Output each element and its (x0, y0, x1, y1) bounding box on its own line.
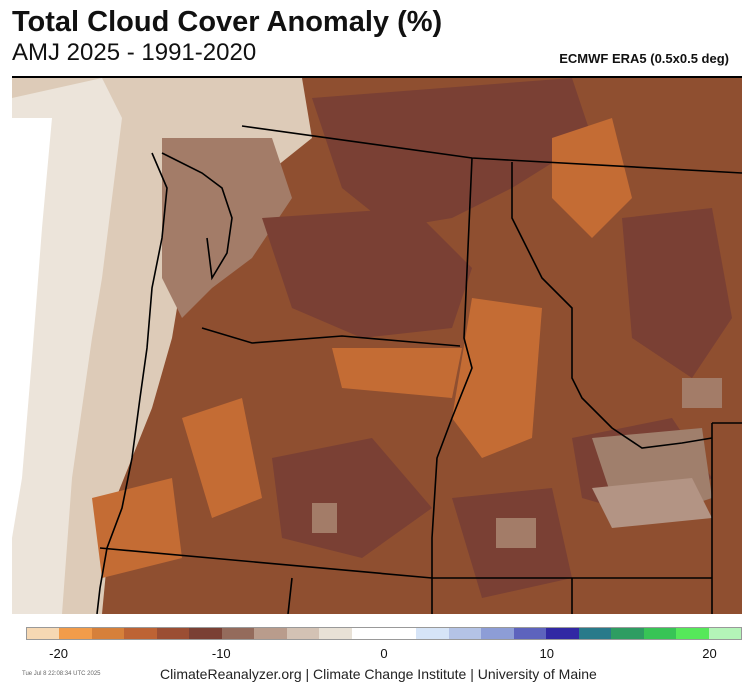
color-scale-tick-label: -20 (49, 646, 68, 661)
color-scale-segment (189, 628, 221, 639)
color-scale-segment (611, 628, 643, 639)
color-scale-segment (579, 628, 611, 639)
anomaly-map (12, 78, 742, 614)
color-scale-segment (384, 628, 416, 639)
color-scale-tick-label: 0 (380, 646, 387, 661)
color-scale-segment (449, 628, 481, 639)
color-scale-segment (287, 628, 319, 639)
color-scale-segment (352, 628, 384, 639)
color-scale-segment (222, 628, 254, 639)
color-scale-segment (676, 628, 708, 639)
color-scale-segment (319, 628, 351, 639)
chart-subtitle: AMJ 2025 - 1991-2020 (12, 39, 256, 67)
color-scale-segment (124, 628, 156, 639)
color-scale-tick-label: 10 (539, 646, 553, 661)
color-scale-segment (514, 628, 546, 639)
color-scale-segment (416, 628, 448, 639)
color-scale-segment (254, 628, 286, 639)
color-scale-tick-label: -10 (212, 646, 231, 661)
color-scale-segment (709, 628, 741, 639)
color-scale-segment (481, 628, 513, 639)
color-scale-segment (546, 628, 578, 639)
timestamp-label: Tue Jul 8 22:08:34 UTC 2025 (22, 671, 101, 677)
color-scale-segment (27, 628, 59, 639)
color-scale-tick-label: 20 (702, 646, 716, 661)
color-scale-segment (92, 628, 124, 639)
color-scale-segment (157, 628, 189, 639)
credits-label: ClimateReanalyzer.org | Climate Change I… (160, 666, 597, 682)
color-scale-bar (26, 627, 742, 640)
chart-title: Total Cloud Cover Anomaly (%) (12, 6, 442, 39)
color-scale-segment (59, 628, 91, 639)
color-scale-segment (644, 628, 676, 639)
data-source-label: ECMWF ERA5 (0.5x0.5 deg) (559, 51, 729, 66)
anomaly-field (12, 78, 742, 614)
